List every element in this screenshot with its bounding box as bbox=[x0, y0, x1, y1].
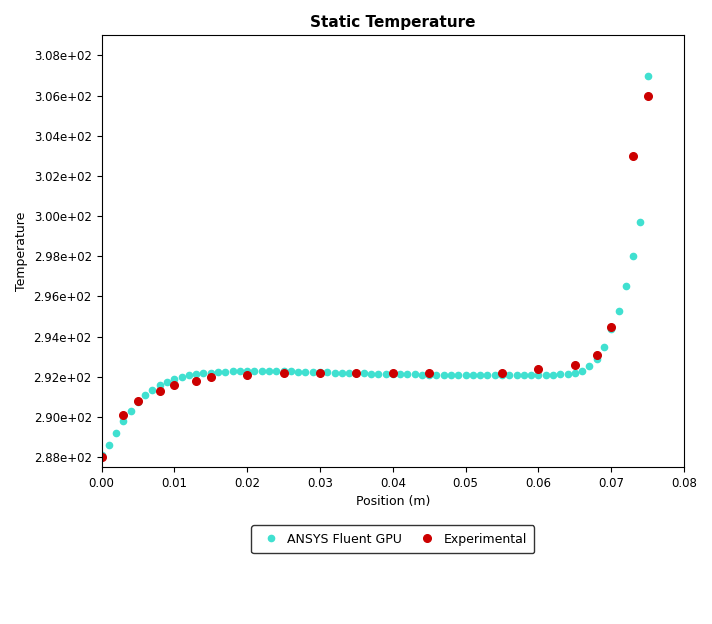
ANSYS Fluent GPU bbox=[381, 370, 389, 378]
Experimental bbox=[629, 152, 637, 160]
Experimental bbox=[155, 387, 164, 394]
Experimental bbox=[352, 369, 361, 376]
Line: ANSYS Fluent GPU: ANSYS Fluent GPU bbox=[98, 72, 651, 458]
ANSYS Fluent GPU bbox=[148, 386, 157, 394]
ANSYS Fluent GPU bbox=[286, 368, 295, 375]
Experimental bbox=[279, 369, 288, 376]
Title: Static Temperature: Static Temperature bbox=[310, 15, 476, 30]
Experimental bbox=[98, 454, 106, 461]
Experimental bbox=[206, 373, 215, 381]
Experimental bbox=[570, 361, 579, 369]
Experimental bbox=[134, 397, 142, 404]
ANSYS Fluent GPU bbox=[534, 371, 543, 379]
Line: Experimental: Experimental bbox=[98, 92, 651, 461]
Experimental bbox=[644, 92, 652, 99]
Experimental bbox=[498, 369, 506, 376]
Experimental bbox=[170, 381, 179, 389]
Experimental bbox=[243, 371, 251, 379]
Experimental bbox=[592, 351, 601, 358]
Experimental bbox=[315, 369, 324, 376]
Experimental bbox=[425, 369, 434, 376]
Experimental bbox=[607, 323, 615, 330]
Experimental bbox=[389, 369, 397, 376]
X-axis label: Position (m): Position (m) bbox=[355, 495, 430, 509]
ANSYS Fluent GPU bbox=[461, 371, 470, 379]
ANSYS Fluent GPU bbox=[446, 371, 455, 379]
Experimental bbox=[192, 377, 201, 384]
Experimental bbox=[119, 411, 127, 419]
Y-axis label: Temperature: Temperature bbox=[15, 212, 28, 291]
Experimental bbox=[534, 365, 543, 373]
ANSYS Fluent GPU bbox=[644, 72, 652, 79]
ANSYS Fluent GPU bbox=[98, 451, 106, 459]
Legend: ANSYS Fluent GPU, Experimental: ANSYS Fluent GPU, Experimental bbox=[251, 525, 535, 553]
